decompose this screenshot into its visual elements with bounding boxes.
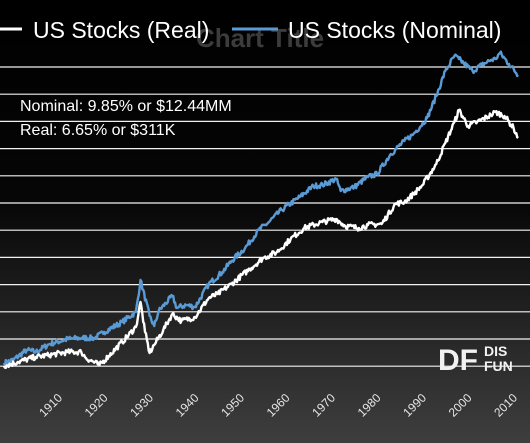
x-tick-label: 2010 bbox=[491, 391, 520, 420]
series-line-nominal bbox=[2, 50, 519, 367]
x-tick-label: 1920 bbox=[82, 391, 111, 420]
legend-label-real: US Stocks (Real) bbox=[33, 17, 209, 43]
x-tick-label: 1940 bbox=[173, 391, 202, 420]
x-axis: 1910 1920 1930 1940 1950 1960 1970 1980 1990 2000… bbox=[36, 391, 520, 420]
legend-label-nominal: US Stocks (Nominal) bbox=[288, 17, 501, 43]
x-tick-label: 1910 bbox=[36, 391, 65, 420]
watermark-monogram: DF bbox=[438, 344, 478, 377]
x-tick-label: 1970 bbox=[309, 391, 338, 420]
annotation-real: Real: 6.65% or $311K bbox=[20, 122, 176, 139]
x-tick-label: 1980 bbox=[355, 391, 384, 420]
x-tick-label: 1990 bbox=[400, 391, 429, 420]
series-layer bbox=[2, 50, 519, 370]
watermark-line-1: DIS bbox=[484, 343, 507, 359]
x-tick-label: 1930 bbox=[127, 391, 156, 420]
annotation-nominal: Nominal: 9.85% or $12.44MM bbox=[20, 98, 232, 115]
legend: US Stocks (Real) US Stocks (Nominal) bbox=[0, 17, 501, 43]
x-tick-label: 2000 bbox=[446, 391, 475, 420]
watermark-logo: DF DIS FUN bbox=[438, 343, 513, 377]
series-line-real bbox=[2, 108, 519, 370]
x-tick-label: 1950 bbox=[218, 391, 247, 420]
x-tick-label: 1960 bbox=[264, 391, 293, 420]
watermark-line-2: FUN bbox=[484, 358, 513, 374]
